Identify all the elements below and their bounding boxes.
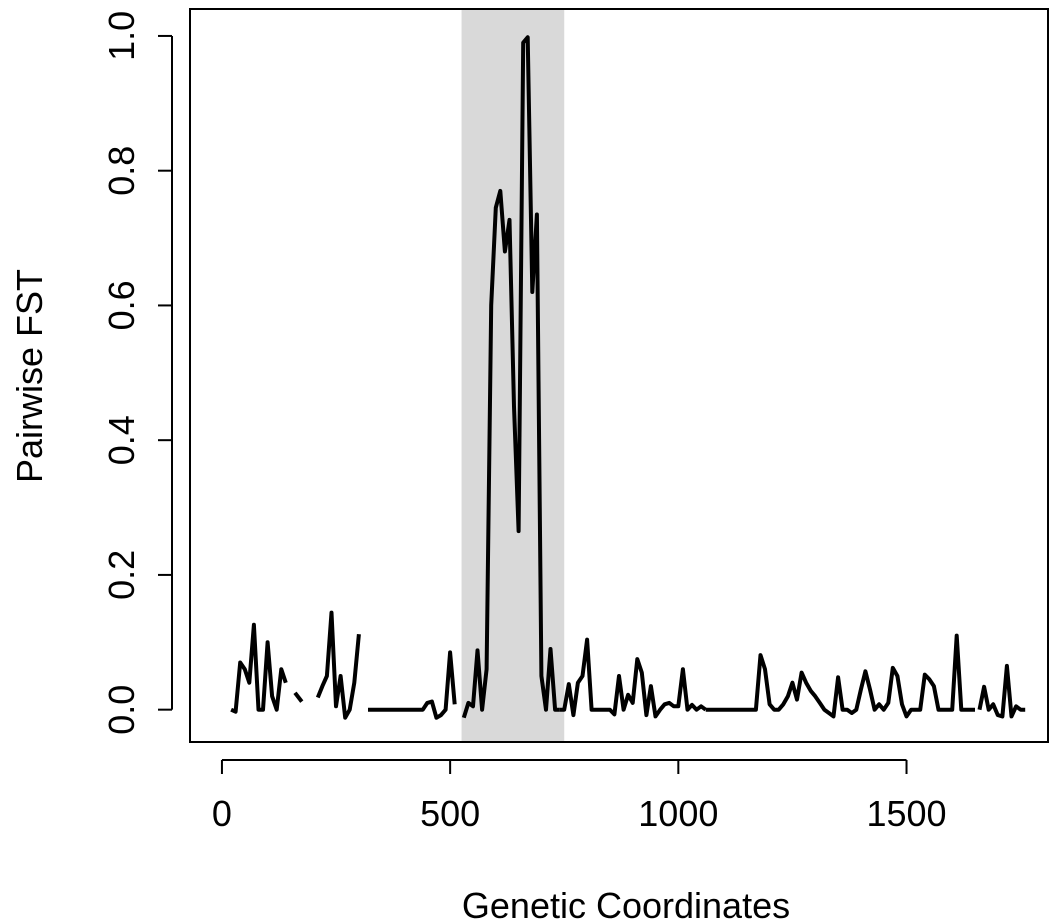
y-tick-label: 0.6 (101, 280, 142, 330)
x-axis-title: Genetic Coordinates (462, 885, 790, 924)
fst-line-segment (705, 633, 975, 719)
y-tick-label: 0.0 (101, 685, 142, 735)
x-axis: 0 500 1000 1500 (212, 759, 947, 834)
x-tick-label: 1500 (866, 793, 946, 834)
y-axis: 0.0 0.2 0.4 0.6 0.8 1.0 (101, 11, 173, 735)
y-axis-title: Pairwise FST (9, 269, 50, 483)
x-tick-label: 0 (212, 793, 232, 834)
fst-line-segment (230, 622, 288, 714)
plot-box (189, 8, 1049, 743)
x-tick-label: 500 (420, 793, 480, 834)
fst-series-lines (230, 35, 1026, 720)
fst-line-segment (461, 35, 560, 719)
fst-line-segment (315, 610, 361, 720)
x-tick-label: 1000 (638, 793, 718, 834)
y-tick-label: 1.0 (101, 11, 142, 61)
fst-line-segment (977, 663, 1026, 719)
y-tick-label: 0.2 (101, 550, 142, 600)
fst-line-segment (368, 650, 457, 720)
fst-line-segment (293, 691, 304, 703)
y-tick-label: 0.8 (101, 146, 142, 196)
y-tick-label: 0.4 (101, 415, 142, 465)
fst-line-segment (559, 637, 707, 719)
